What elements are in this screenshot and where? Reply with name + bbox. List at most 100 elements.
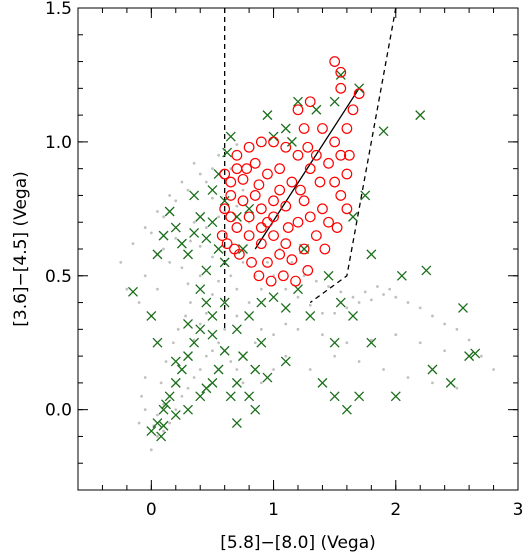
y-tick-label: 1.0	[45, 133, 72, 153]
grey-point	[198, 172, 202, 176]
grey-point	[217, 153, 220, 157]
grey-point	[211, 293, 214, 296]
x-tick-label: 3	[513, 500, 524, 520]
red-circle-point	[280, 141, 292, 153]
red-circle-point	[243, 141, 255, 153]
red-circle-point	[302, 265, 314, 276]
green-x-point	[207, 217, 218, 228]
grey-point	[162, 429, 165, 433]
red-circle-point	[274, 248, 286, 260]
green-x-point	[268, 292, 279, 303]
grey-point	[162, 215, 165, 219]
grey-point	[180, 394, 184, 398]
red-circle-point	[335, 149, 347, 161]
grey-point	[192, 161, 196, 165]
green-x-point	[170, 356, 181, 367]
green-x-point	[201, 233, 212, 244]
grey-point	[308, 303, 312, 307]
grey-point	[418, 306, 422, 310]
green-x-point	[427, 364, 438, 375]
red-circle-point	[302, 141, 314, 153]
grey-point	[143, 376, 147, 379]
green-x-point	[415, 110, 426, 121]
grey-point	[363, 290, 367, 294]
grey-point	[272, 368, 275, 371]
grey-point	[140, 394, 143, 398]
red-circle-point	[295, 184, 306, 196]
grey-point	[229, 360, 233, 363]
red-circle-point	[280, 200, 292, 212]
green-x-point	[164, 391, 175, 402]
green-x-point	[170, 377, 181, 388]
green-x-point	[458, 302, 468, 313]
grey-point	[455, 327, 459, 331]
green-x-point	[231, 418, 242, 429]
green-x-point	[189, 227, 200, 238]
grey-point	[159, 381, 163, 385]
red-circle-point	[246, 256, 257, 268]
grey-point	[284, 354, 288, 358]
grey-point	[176, 327, 180, 331]
green-x-point	[360, 190, 371, 201]
grey-point	[351, 295, 355, 299]
grey-point	[253, 341, 257, 345]
grey-point	[345, 306, 349, 310]
green-x-point	[213, 364, 224, 375]
model-lines	[224, 7, 397, 330]
grey-point	[156, 413, 159, 417]
red-circle-point	[231, 222, 243, 233]
grey-point	[174, 408, 178, 412]
green-x-point	[213, 244, 224, 254]
green-x-point	[146, 426, 157, 437]
green-x-point	[390, 391, 401, 402]
grey-point	[247, 301, 251, 304]
grey-point	[235, 204, 239, 208]
grey-point	[192, 338, 196, 342]
grey-point	[156, 287, 159, 291]
grey-point	[467, 338, 471, 342]
green-x-point	[244, 203, 255, 214]
green-x-point	[183, 404, 193, 415]
x-tick-label: 2	[390, 500, 401, 520]
grey-point	[241, 381, 245, 385]
plot-frame	[77, 7, 519, 491]
grey-point	[406, 301, 410, 304]
grey-point	[376, 285, 379, 288]
grey-point	[443, 322, 447, 326]
grey-point	[394, 333, 398, 337]
grey-point	[192, 376, 196, 379]
grey-point	[143, 408, 147, 412]
red-circle-point	[298, 195, 310, 207]
grey-point	[184, 314, 187, 318]
green-x-point	[207, 185, 218, 196]
green-x-point	[464, 351, 475, 362]
grey-point	[296, 295, 300, 299]
grey-point	[479, 354, 483, 358]
green-x-point	[189, 337, 200, 348]
green-x-point	[293, 96, 303, 107]
grey-point	[131, 242, 135, 246]
green-x-point	[195, 391, 206, 402]
red-circle-point	[225, 190, 237, 201]
red-circle-point	[225, 211, 237, 223]
green-x-point	[207, 329, 218, 340]
green-x-point	[348, 211, 358, 222]
red-circle-point	[290, 275, 301, 287]
red-circle-point	[221, 238, 233, 250]
green-x-point	[280, 123, 291, 134]
grey-point	[223, 210, 227, 213]
grey-point	[174, 236, 178, 240]
grey-point	[443, 349, 447, 353]
red-circle-point	[255, 238, 267, 250]
red-circle-point	[286, 254, 298, 266]
red-circle-point	[343, 149, 355, 161]
green-x-point	[219, 345, 230, 356]
green-x-point	[183, 319, 193, 329]
grey-point	[119, 260, 123, 264]
green-x-points	[128, 69, 481, 442]
green-x-point	[176, 238, 187, 249]
grey-point	[189, 301, 192, 304]
grey-point	[241, 260, 245, 264]
grey-point	[314, 279, 318, 283]
grey-point	[162, 402, 165, 406]
